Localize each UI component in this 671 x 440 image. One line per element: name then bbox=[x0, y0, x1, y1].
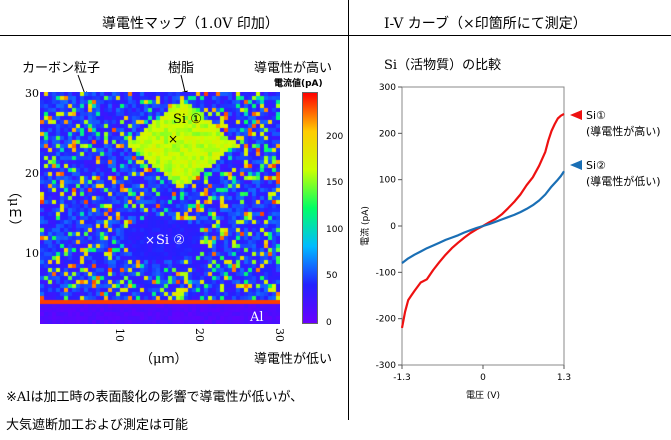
map-y-unit: （μｍ） bbox=[6, 185, 21, 233]
y-tick-label: -300 bbox=[376, 361, 397, 371]
y-tick-label: 100 bbox=[379, 176, 396, 186]
x-tick-label: 1.3 bbox=[557, 373, 571, 383]
colorbar-tick-100: 100 bbox=[326, 225, 344, 235]
y-tick-label: 300 bbox=[379, 83, 396, 93]
label-low-conductivity: 導電性が低い bbox=[254, 352, 333, 367]
colorbar-title: 電流値(pA) bbox=[274, 79, 323, 89]
legend-marker-1 bbox=[570, 110, 582, 120]
map-x-tick-30: 30 bbox=[273, 328, 286, 342]
iv-chart-series bbox=[400, 112, 565, 329]
colorbar-tick-50: 50 bbox=[326, 271, 338, 281]
header-divider bbox=[0, 35, 671, 36]
series-line-1 bbox=[400, 112, 565, 329]
note-line-2: 大気遮断加工および測定は可能 bbox=[6, 418, 189, 433]
x-axis-label: 電圧 (V) bbox=[466, 390, 500, 401]
series-line-2 bbox=[401, 170, 565, 264]
map-x-tick-10: 10 bbox=[113, 328, 126, 342]
y-tick-label: 0 bbox=[390, 222, 396, 232]
legend-marker-2 bbox=[570, 160, 582, 170]
map-label-al: Al bbox=[250, 310, 264, 325]
x-tick-label: 0 bbox=[480, 373, 486, 383]
map-y-tick-10: 10 bbox=[25, 247, 39, 260]
label-resin: 樹脂 bbox=[168, 61, 195, 76]
panel-divider bbox=[348, 0, 349, 420]
right-panel-title: I-V カーブ（×印箇所にて測定） bbox=[384, 16, 587, 32]
colorbar-tick-200: 200 bbox=[326, 132, 344, 142]
conductivity-map-canvas bbox=[40, 92, 280, 324]
y-tick-label: 200 bbox=[379, 129, 396, 139]
right-panel-subtitle: Si（活物質）の比較 bbox=[384, 58, 502, 73]
legend-sublabel-1: (導電性が高い) bbox=[586, 124, 661, 138]
colorbar-tick-150: 150 bbox=[326, 178, 344, 188]
colorbar-gradient bbox=[302, 92, 318, 324]
label-high-conductivity: 導電性が高い bbox=[254, 61, 333, 76]
legend-label-1: Si① bbox=[586, 109, 606, 122]
y-tick-label: -100 bbox=[376, 268, 397, 278]
iv-chart-legend: Si① (導電性が高い) Si② (導電性が低い) bbox=[570, 109, 661, 188]
y-axis-label: 電流 (pA) bbox=[359, 206, 371, 246]
measure-mark-si2: × bbox=[145, 233, 156, 247]
left-panel-title: 導電性マップ（1.0V 印加） bbox=[102, 16, 279, 32]
map-label-si2: Si ② bbox=[156, 233, 185, 248]
legend-sublabel-2: (導電性が低い) bbox=[586, 174, 661, 188]
map-x-unit: （μｍ） bbox=[140, 352, 188, 367]
map-y-tick-20: 20 bbox=[25, 167, 39, 180]
measure-mark-si1: × bbox=[168, 132, 179, 146]
legend-label-2: Si② bbox=[586, 159, 606, 172]
iv-chart: -300 -200 -100 0 100 200 300 -1.3 0 1.3 電圧 (V) 電流 (… bbox=[359, 83, 661, 401]
note-line-1: ※Alは加工時の表面酸化の影響で導電性が低いが、 bbox=[6, 390, 304, 405]
map-x-tick-20: 20 bbox=[193, 328, 206, 342]
label-carbon-particles: カーボン粒子 bbox=[22, 61, 101, 76]
x-tick-label: -1.3 bbox=[393, 373, 411, 383]
colorbar-tick-0: 0 bbox=[326, 318, 332, 328]
iv-chart-axes: -300 -200 -100 0 100 200 300 -1.3 0 1.3 電圧 (V) 電流 (… bbox=[359, 83, 571, 401]
colorbar bbox=[302, 92, 318, 324]
conductivity-map: Si ① × × Si ② Al bbox=[40, 92, 280, 325]
y-tick-label: -200 bbox=[376, 315, 397, 325]
map-label-si1: Si ① bbox=[173, 112, 202, 127]
map-y-tick-30: 30 bbox=[25, 87, 39, 100]
